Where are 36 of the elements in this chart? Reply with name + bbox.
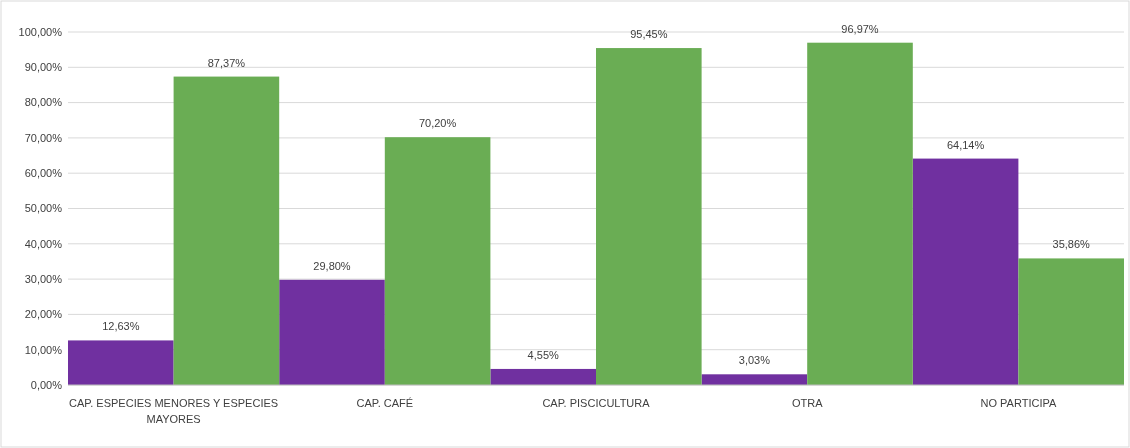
x-tick-label: NO PARTICIPA	[980, 397, 1057, 409]
bar	[279, 279, 385, 385]
data-label: 12,63%	[102, 320, 140, 333]
bar	[596, 48, 702, 385]
data-label: 64,14%	[946, 138, 985, 151]
bar	[807, 42, 913, 385]
bar	[173, 76, 280, 385]
bar	[912, 158, 1019, 385]
data-label: 29,80%	[313, 259, 351, 272]
x-tick-label: CAP. PISCICULTURA	[542, 397, 651, 409]
data-label: 3,03%	[738, 354, 771, 367]
bar	[68, 340, 174, 385]
x-tick-label: OTRA	[791, 397, 824, 409]
bar	[384, 137, 491, 385]
bar	[1018, 258, 1124, 385]
y-tick-label: 100,00%	[18, 25, 63, 38]
data-label: 70,20%	[418, 117, 457, 130]
y-tick-label: 10,00%	[24, 343, 63, 356]
bar	[701, 374, 808, 385]
data-label: 96,97%	[841, 22, 879, 35]
y-tick-label: 90,00%	[24, 61, 63, 74]
y-tick-label: 50,00%	[24, 202, 63, 215]
x-tick-label: CAP. ESPECIES MENORES Y ESPECIES MAYORES	[69, 397, 279, 425]
y-tick-label: 40,00%	[24, 237, 63, 250]
y-tick-label: 20,00%	[24, 308, 63, 321]
data-label: 95,45%	[630, 28, 668, 41]
data-label: 35,86%	[1052, 238, 1091, 251]
y-tick-label: 0,00%	[30, 378, 63, 391]
y-tick-label: 60,00%	[24, 167, 63, 180]
data-label: 4,55%	[527, 348, 560, 361]
data-label: 87,37%	[207, 56, 246, 69]
x-tick-label: CAP. CAFÉ	[356, 397, 414, 409]
y-tick-label: 80,00%	[24, 96, 63, 109]
y-tick-label: 70,00%	[24, 131, 63, 144]
y-tick-label: 30,00%	[24, 272, 63, 285]
bar	[490, 368, 596, 385]
